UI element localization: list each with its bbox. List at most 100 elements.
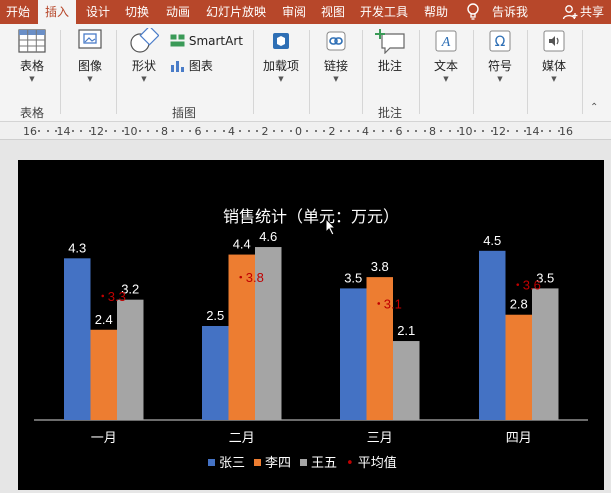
bar[interactable] bbox=[228, 254, 256, 420]
bar[interactable] bbox=[255, 247, 282, 420]
smartart-label: SmartArt bbox=[188, 34, 243, 48]
ruler-tick bbox=[38, 130, 41, 132]
addins-button[interactable]: 加载项 ▼ bbox=[262, 28, 300, 83]
group-separator bbox=[116, 30, 117, 114]
bar[interactable] bbox=[505, 314, 533, 420]
average-marker bbox=[239, 275, 243, 279]
average-label: 3.1 bbox=[384, 296, 402, 311]
ruler-tick bbox=[205, 130, 208, 132]
chevron-down-icon: ▼ bbox=[551, 75, 557, 83]
text-button[interactable]: A 文本 ▼ bbox=[428, 28, 464, 83]
bar[interactable] bbox=[340, 288, 367, 420]
legend-item[interactable]: • 平均值 bbox=[346, 452, 397, 471]
tab-insert[interactable]: 插入 bbox=[38, 0, 77, 24]
bar[interactable] bbox=[117, 299, 144, 420]
table-button[interactable]: 表格 ▼ bbox=[14, 28, 50, 83]
ruler-tick bbox=[373, 130, 376, 132]
tab-developer[interactable]: 开发工具 bbox=[360, 5, 409, 19]
legend-item[interactable]: 张三 bbox=[208, 452, 245, 471]
ruler-tick bbox=[524, 130, 527, 132]
horizontal-ruler[interactable]: 16 14 12 10 8 6 4 2 0 2 4 6 8 10 12 14 16 bbox=[0, 122, 611, 140]
tab-animations[interactable]: 动画 bbox=[166, 5, 191, 19]
ruler-tick bbox=[339, 130, 342, 132]
tab-transitions[interactable]: 切换 bbox=[125, 5, 150, 19]
tab-design[interactable]: 设计 bbox=[86, 5, 111, 19]
ruler-tick bbox=[457, 130, 460, 132]
average-label: 3.3 bbox=[108, 289, 126, 304]
group-label-table: 表格 bbox=[20, 106, 45, 120]
ruler-label: 14 bbox=[525, 125, 540, 138]
symbols-button[interactable]: Ω 符号 ▼ bbox=[482, 28, 518, 83]
bar[interactable] bbox=[90, 329, 118, 420]
collapse-ribbon-icon[interactable]: ⌃ bbox=[590, 102, 599, 113]
ruler-tick bbox=[348, 130, 351, 132]
legend-label: 李四 bbox=[265, 456, 292, 471]
ruler-tick bbox=[306, 130, 309, 132]
ruler-label: 4 bbox=[228, 125, 235, 138]
bar[interactable] bbox=[64, 258, 91, 420]
share-button[interactable]: 共享 bbox=[580, 5, 605, 19]
ruler-tick bbox=[281, 130, 284, 132]
legend-item[interactable]: 李四 bbox=[254, 452, 291, 471]
ruler-tick bbox=[314, 130, 317, 132]
data-label: 2.8 bbox=[510, 297, 528, 312]
ruler-label: 2 bbox=[328, 125, 336, 138]
group-separator bbox=[473, 30, 474, 114]
symbols-label: 符号 bbox=[487, 59, 512, 73]
image-button[interactable]: 图像 ▼ bbox=[72, 28, 108, 83]
chart-button[interactable]: 图表 bbox=[170, 57, 213, 74]
chart-title[interactable]: 销售统计（单元：万元） bbox=[222, 207, 399, 226]
tab-home[interactable]: 开始 bbox=[6, 5, 31, 19]
chevron-down-icon: ▼ bbox=[333, 75, 339, 83]
smartart-button[interactable]: SmartArt bbox=[170, 34, 243, 48]
omega-icon: Ω bbox=[489, 30, 511, 52]
slide-canvas[interactable]: 4.3 2.4 3.2 3.3 一月 2.5 4.4 4.6 3.8 二月 3.5 3.8 2.1 3.1… bbox=[18, 160, 604, 490]
data-label: 4.3 bbox=[68, 240, 86, 255]
tab-review[interactable]: 审阅 bbox=[282, 5, 307, 19]
tab-help[interactable]: 帮助 bbox=[424, 5, 449, 19]
category-label: 一月 bbox=[91, 431, 117, 446]
chart-plot[interactable]: 4.3 2.4 3.23.3 一月 2.5 4.4 4.6 3.8 二月 3.5 3.8 2.1 3.1… bbox=[18, 160, 604, 490]
comment-button[interactable]: 批注 bbox=[372, 28, 408, 74]
tab-slideshow[interactable]: 幻灯片放映 bbox=[206, 5, 267, 19]
ruler-label: 10 bbox=[458, 125, 473, 138]
legend-swatch bbox=[208, 459, 215, 466]
ruler-label: 0 bbox=[295, 125, 302, 138]
tell-me-box[interactable]: 告诉我 bbox=[492, 5, 529, 19]
ruler-tick bbox=[356, 130, 359, 132]
data-label: 4.6 bbox=[259, 229, 277, 244]
tab-view[interactable]: 视图 bbox=[321, 5, 346, 19]
comment-label: 批注 bbox=[377, 59, 402, 73]
chevron-down-icon: ▼ bbox=[29, 75, 35, 83]
average-marker bbox=[377, 302, 381, 305]
bar[interactable] bbox=[202, 326, 229, 420]
group-separator bbox=[527, 30, 528, 114]
legend-item[interactable]: 王五 bbox=[300, 452, 337, 471]
ruler-tick bbox=[549, 130, 552, 132]
text-label: 文本 bbox=[433, 59, 458, 73]
ruler-label: 12 bbox=[492, 125, 506, 138]
comment-icon bbox=[375, 29, 405, 54]
data-label: 2.4 bbox=[95, 312, 113, 327]
data-label: 2.5 bbox=[206, 308, 224, 323]
ruler-tick bbox=[515, 130, 518, 132]
bar[interactable] bbox=[532, 288, 559, 420]
shapes-button[interactable]: 形状 ▼ bbox=[126, 28, 162, 83]
ruler-tick bbox=[88, 130, 91, 132]
mouse-cursor-icon bbox=[325, 218, 337, 236]
image-icon bbox=[78, 29, 102, 49]
lightbulb-icon[interactable] bbox=[466, 3, 480, 21]
ruler-tick bbox=[71, 130, 74, 132]
ruler-tick bbox=[482, 130, 485, 132]
bar[interactable] bbox=[393, 341, 420, 420]
bar[interactable] bbox=[366, 277, 394, 420]
ruler-tick bbox=[155, 130, 158, 132]
chart-legend[interactable]: 张三 李四 王五 • 平均值 bbox=[208, 452, 406, 471]
ruler-tick bbox=[222, 130, 225, 132]
ribbon-insert-panel: 表格 ▼ 表格 图像 ▼ 形状 ▼ SmartArt bbox=[0, 24, 611, 122]
average-label: 3.6 bbox=[523, 278, 541, 293]
media-button[interactable]: 媒体 ▼ bbox=[536, 28, 572, 83]
share-person-icon[interactable] bbox=[562, 4, 578, 20]
bar[interactable] bbox=[479, 250, 506, 420]
link-button[interactable]: 链接 ▼ bbox=[318, 28, 354, 83]
